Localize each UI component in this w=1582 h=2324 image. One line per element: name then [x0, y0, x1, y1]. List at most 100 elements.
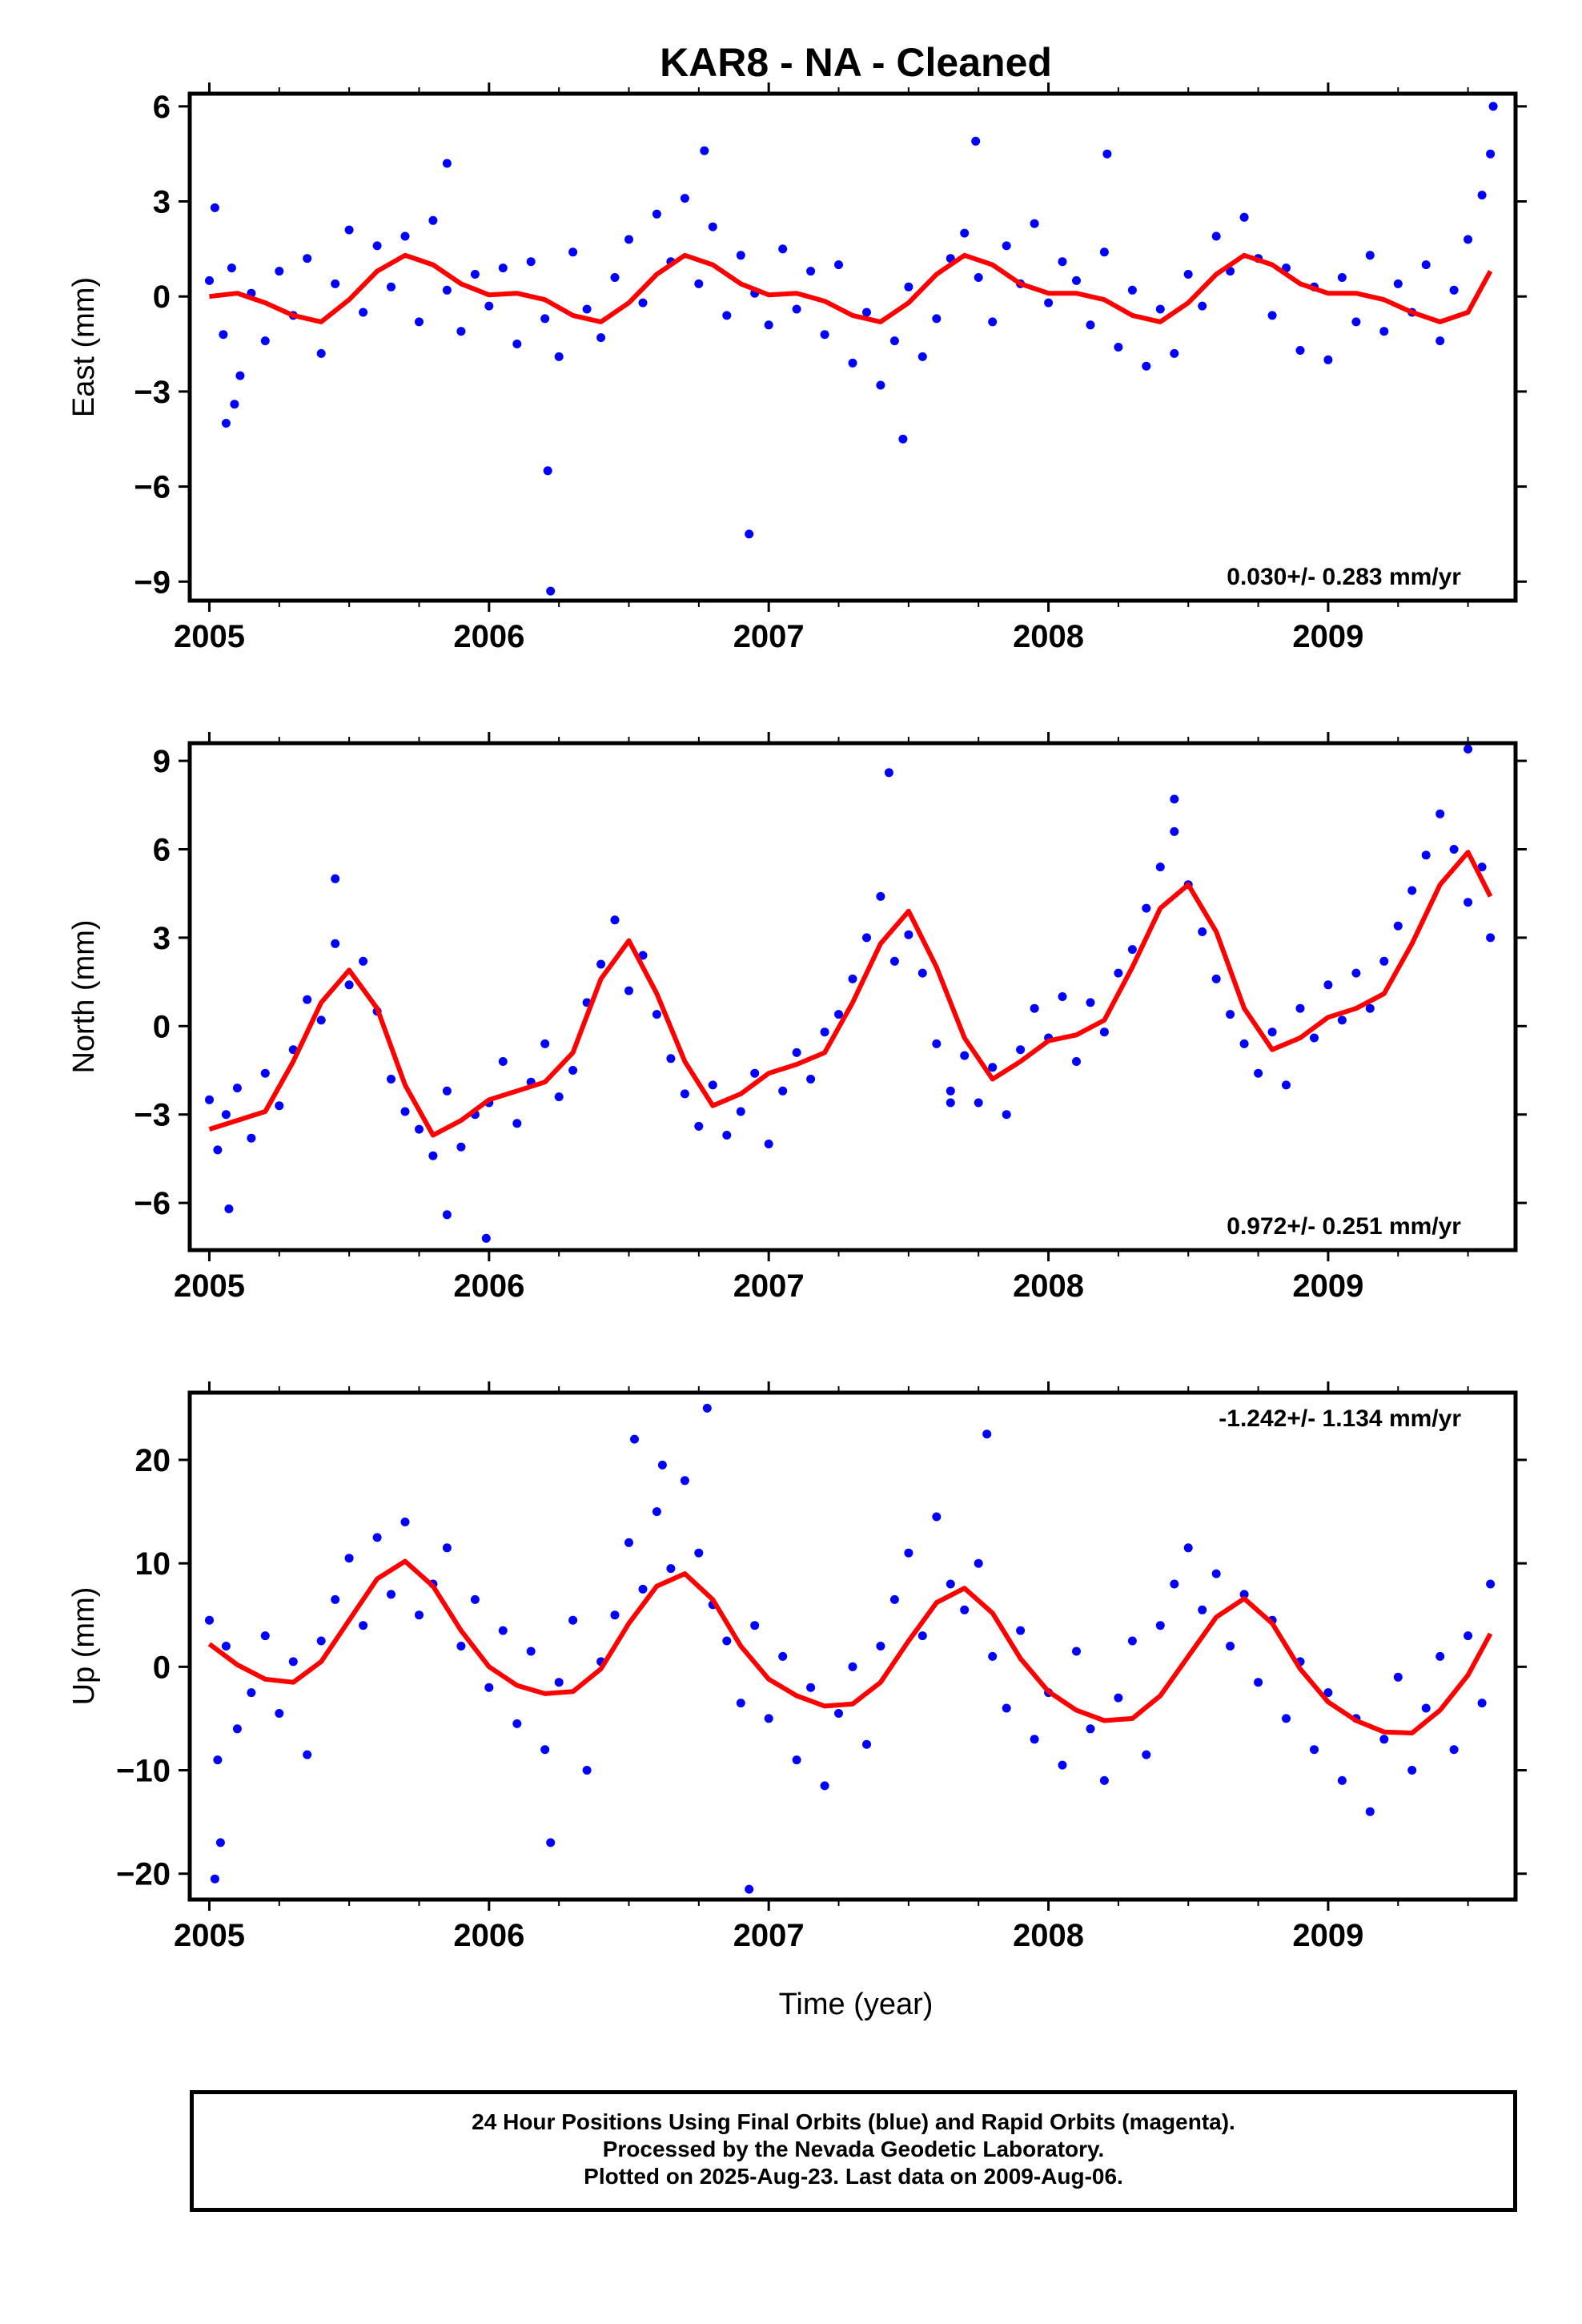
- data-point: [1072, 1057, 1081, 1066]
- y-tick-label: 6: [153, 90, 171, 125]
- data-point: [974, 1098, 983, 1108]
- data-point: [1323, 980, 1333, 990]
- data-point: [1379, 956, 1389, 966]
- data-point: [546, 1838, 556, 1848]
- x-tick-label: 2009: [1292, 1918, 1363, 1953]
- data-point: [1421, 850, 1431, 860]
- data-point: [481, 1233, 491, 1243]
- data-point: [359, 1621, 368, 1630]
- fit-curve-north: [208, 850, 1493, 1138]
- data-point: [610, 1610, 620, 1620]
- data-point: [1030, 1735, 1039, 1744]
- data-point: [227, 263, 236, 273]
- data-point: [1282, 1714, 1291, 1723]
- data-point: [750, 1621, 760, 1630]
- data-point: [372, 241, 382, 251]
- data-point: [1127, 285, 1137, 295]
- data-point: [1393, 921, 1403, 931]
- data-point: [1002, 1703, 1011, 1713]
- data-point: [1337, 1015, 1347, 1025]
- data-point: [876, 380, 885, 390]
- data-point: [1379, 327, 1389, 336]
- data-point: [526, 1647, 536, 1656]
- data-point: [1337, 1775, 1347, 1785]
- data-point: [680, 1476, 689, 1486]
- y-axis-label-east: East (mm): [67, 277, 101, 417]
- data-point: [387, 1590, 396, 1599]
- data-point: [1464, 1631, 1473, 1641]
- data-point: [806, 1683, 816, 1692]
- data-point: [982, 1429, 992, 1439]
- data-point: [1030, 1003, 1039, 1013]
- data-point: [1183, 1543, 1193, 1553]
- data-point: [221, 1110, 231, 1120]
- data-point: [904, 930, 913, 939]
- data-point: [1198, 301, 1207, 311]
- x-tick-label: 2007: [733, 1918, 805, 1953]
- data-point: [596, 333, 606, 343]
- x-tick-label: 2005: [174, 1269, 245, 1304]
- data-point: [582, 1766, 592, 1775]
- data-point: [1449, 1745, 1459, 1755]
- data-point: [543, 466, 552, 476]
- data-point: [1058, 1760, 1067, 1770]
- data-point: [568, 247, 578, 257]
- data-point: [1226, 1010, 1235, 1019]
- data-point: [1464, 235, 1473, 244]
- data-point: [1254, 1678, 1263, 1687]
- data-point: [988, 317, 998, 327]
- data-point: [428, 215, 438, 225]
- data-point: [1226, 1642, 1235, 1651]
- data-point: [764, 1714, 773, 1723]
- data-point: [303, 1750, 312, 1759]
- data-point: [344, 980, 354, 990]
- data-point: [205, 1095, 214, 1104]
- data-point: [750, 1068, 760, 1078]
- data-point: [221, 419, 231, 428]
- data-point: [917, 968, 927, 978]
- data-point: [546, 586, 556, 596]
- data-point: [316, 348, 326, 358]
- data-point: [512, 1119, 522, 1128]
- data-point: [1282, 1080, 1291, 1090]
- y-tick-label: 9: [153, 744, 171, 779]
- data-point: [988, 1651, 998, 1661]
- data-point: [820, 330, 829, 340]
- data-point: [512, 1719, 522, 1728]
- data-point: [400, 1107, 410, 1116]
- panel-north: 2005 2006 2007 2008 2009 −6 −3 0 3 6 9 North (mm) 0.…: [67, 732, 1527, 1304]
- data-point: [1072, 275, 1081, 285]
- data-point: [1421, 1703, 1431, 1713]
- data-point: [470, 1594, 480, 1604]
- data-point: [1058, 257, 1067, 267]
- data-point: [708, 1080, 717, 1090]
- data-point: [1030, 219, 1039, 228]
- rate-label-east: 0.030+/- 0.283 mm/yr: [1227, 564, 1461, 590]
- x-axis-label: Time (year): [779, 1988, 934, 2021]
- data-point: [624, 986, 633, 995]
- x-tick-label: 2006: [453, 619, 524, 654]
- data-point: [1155, 1621, 1165, 1630]
- data-point: [736, 1107, 745, 1116]
- caption-line-1: 24 Hour Positions Using Final Orbits (bl…: [472, 2109, 1235, 2134]
- plot-area-up: [205, 1403, 1496, 1894]
- data-point: [498, 1057, 508, 1066]
- data-point: [387, 1075, 396, 1084]
- data-point: [247, 1688, 256, 1698]
- data-point: [1464, 744, 1473, 754]
- data-point: [582, 304, 592, 314]
- data-point: [722, 1131, 732, 1140]
- data-point: [1435, 809, 1445, 818]
- data-point: [1310, 1745, 1319, 1755]
- data-point: [303, 995, 312, 1004]
- data-point: [1337, 273, 1347, 282]
- data-point: [303, 254, 312, 263]
- fit-curve-up: [207, 1558, 1493, 1735]
- data-point: [1155, 862, 1165, 872]
- data-point: [624, 235, 633, 244]
- data-point: [1435, 1651, 1445, 1661]
- data-point: [820, 1027, 829, 1037]
- data-point: [1114, 1693, 1123, 1703]
- data-point: [1044, 298, 1054, 308]
